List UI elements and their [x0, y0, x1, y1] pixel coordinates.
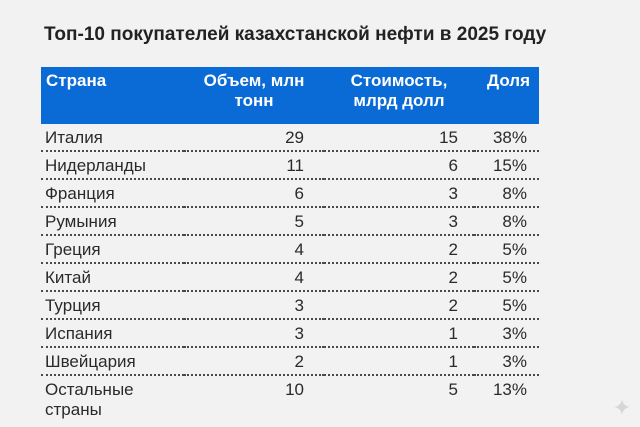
cell-country: Франция	[41, 179, 184, 208]
header-volume: Объем, млн тонн	[184, 67, 324, 124]
cell-country: Румыния	[41, 207, 184, 236]
cell-share: 5%	[474, 263, 539, 292]
cell-country: Италия	[41, 124, 184, 152]
cell-cost: 2	[324, 235, 474, 264]
table-row: Швейцария 2 1 3%	[41, 347, 539, 376]
cell-volume: 2	[184, 347, 324, 376]
cell-country: Турция	[41, 291, 184, 320]
cell-volume: 10	[285, 380, 304, 399]
cell-cost: 3	[324, 179, 474, 208]
table-row: Китай 4 2 5%	[41, 263, 539, 292]
cell-volume: 3	[184, 319, 324, 348]
page-title: Топ-10 покупателей казахстанской нефти в…	[44, 24, 547, 45]
table-row: Италия 29 15 38%	[41, 124, 539, 152]
cell-cost: 1	[324, 347, 474, 376]
cell-country: Испания	[41, 319, 184, 348]
cell-cost: 3	[324, 207, 474, 236]
cell-cost: 2	[324, 263, 474, 292]
cell-share: 5%	[474, 235, 539, 264]
cell-cost: 15	[324, 124, 474, 152]
cell-country: Нидерланды	[41, 151, 184, 180]
cell-volume: 5	[184, 207, 324, 236]
table-row: Франция 6 3 8%	[41, 179, 539, 208]
table-row: Турция 3 2 5%	[41, 291, 539, 320]
cell-cost: 6	[324, 151, 474, 180]
cell-country: Швейцария	[41, 347, 184, 376]
cell-volume: 11	[184, 151, 324, 180]
header-cost: Стоимость, млрд долл	[324, 67, 474, 124]
cell-country: Остальные страны	[45, 380, 134, 419]
table-row: Греция 4 2 5%	[41, 235, 539, 264]
cell-share: 3%	[474, 347, 539, 376]
table-row: Румыния 5 3 8%	[41, 207, 539, 236]
cell-share: 8%	[474, 179, 539, 208]
cell-volume: 4	[184, 235, 324, 264]
cell-country: Греция	[41, 235, 184, 264]
cell-share: 38%	[474, 124, 539, 152]
cell-share: 8%	[474, 207, 539, 236]
sparkle-icon	[614, 399, 630, 415]
cell-share: 15%	[474, 151, 539, 180]
header-share: Доля	[474, 67, 539, 124]
cell-country: Китай	[41, 263, 184, 292]
cell-volume: 4	[184, 263, 324, 292]
cell-cost: 5	[448, 380, 458, 399]
cell-cost: 2	[324, 291, 474, 320]
table-body: Италия 29 15 38% Нидерланды 11 6 15% Фра…	[41, 124, 539, 421]
cell-share: 3%	[474, 319, 539, 348]
table-row: Нидерланды 11 6 15%	[41, 151, 539, 180]
cell-share: 13%	[492, 380, 527, 399]
table-row: Остальные страны 10 5 13%	[41, 375, 539, 421]
cell-share: 5%	[474, 291, 539, 320]
cell-volume: 29	[184, 124, 324, 152]
cell-cost: 1	[324, 319, 474, 348]
table-row: Испания 3 1 3%	[41, 319, 539, 348]
cell-volume: 6	[184, 179, 324, 208]
buyers-table: Страна Объем, млн тонн Стоимость, млрд д…	[41, 67, 539, 421]
table-header-row: Страна Объем, млн тонн Стоимость, млрд д…	[41, 67, 539, 124]
header-country: Страна	[41, 67, 184, 124]
cell-volume: 3	[184, 291, 324, 320]
